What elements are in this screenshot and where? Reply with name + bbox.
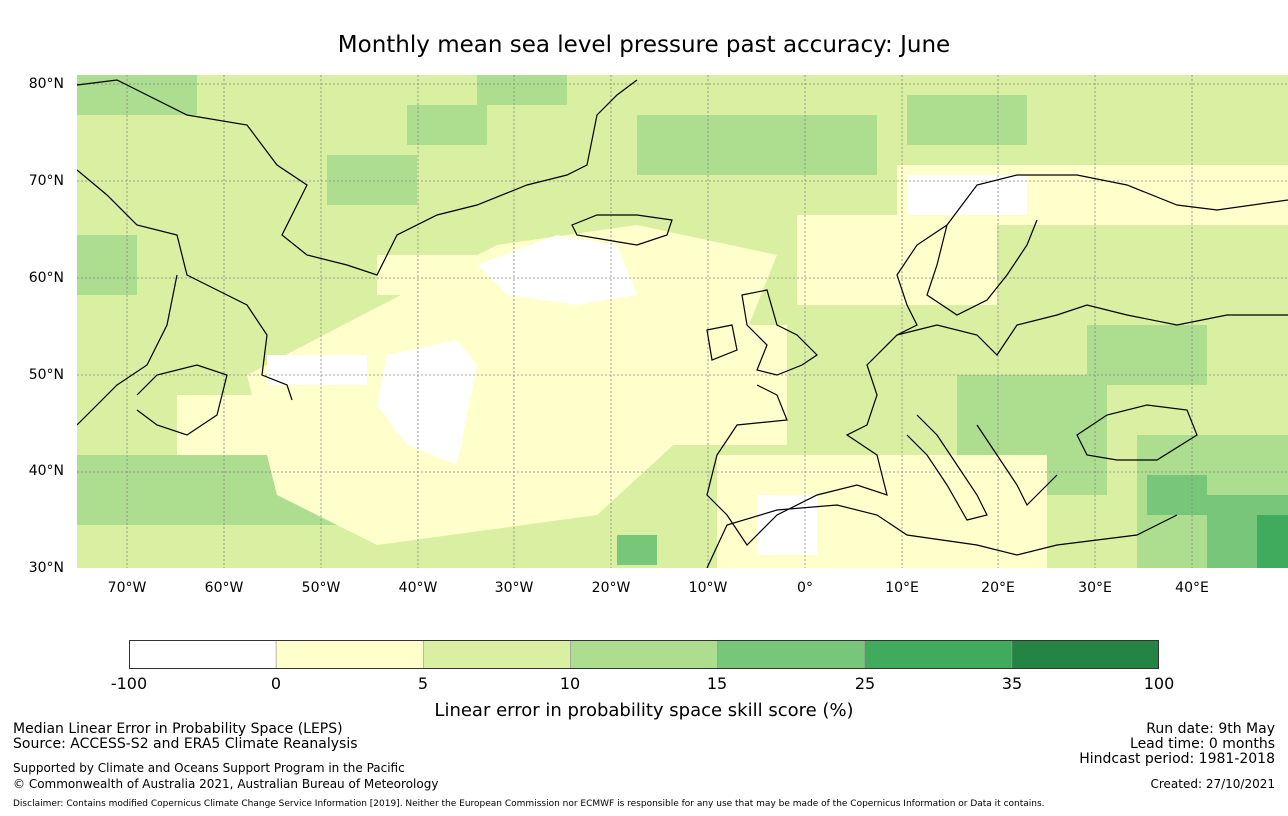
colorbar-tick-10: 10: [559, 674, 581, 693]
footer-support: Supported by Climate and Oceans Support …: [13, 761, 405, 775]
colorbar-tick-35: 35: [1001, 674, 1023, 693]
footer-hindcast-period: Hindcast period: 1981-2018: [1079, 751, 1275, 767]
footer-created: Created: 27/10/2021: [1150, 777, 1275, 791]
lon-label-0: 0°: [797, 580, 813, 596]
lon-label-30w: 30°W: [494, 580, 534, 596]
footer-method: Median Linear Error in Probability Space…: [13, 721, 343, 737]
lon-label-10w: 10°W: [688, 580, 728, 596]
footer-lead-time: Lead time: 0 months: [1130, 736, 1275, 752]
colorbar-label: Linear error in probability space skill …: [434, 700, 854, 721]
skill-score-map: [77, 75, 1288, 568]
map-title: Monthly mean sea level pressure past acc…: [337, 32, 951, 58]
footer-run-date: Run date: 9th May: [1146, 721, 1275, 737]
lat-label-70n: 70°N: [28, 173, 64, 189]
coastlines: [77, 79, 1288, 568]
lat-label-40n: 40°N: [28, 463, 64, 479]
colorbar-segment: [717, 640, 866, 669]
graticule: [77, 75, 1288, 568]
skill-25-35-regions: [1257, 515, 1288, 568]
colorbar-tick-5: 5: [417, 674, 429, 693]
lon-label-70w: 70°W: [107, 580, 147, 596]
colorbar-tick-minus100: -100: [110, 674, 148, 693]
skill-negative-regions: [267, 175, 1027, 555]
colorbar-segment: [129, 640, 277, 669]
lon-label-20w: 20°W: [591, 580, 631, 596]
footer-copyright: © Commonwealth of Australia 2021, Austra…: [13, 777, 439, 791]
lon-label-50w: 50°W: [301, 580, 341, 596]
lon-label-20e: 20°E: [981, 580, 1015, 596]
lat-label-80n: 80°N: [28, 76, 64, 92]
lon-label-30e: 30°E: [1078, 580, 1112, 596]
colorbar-tick-25: 25: [854, 674, 876, 693]
lat-label-60n: 60°N: [28, 270, 64, 286]
colorbar-tick-0: 0: [270, 674, 282, 693]
colorbar: [129, 640, 1159, 669]
lat-label-50n: 50°N: [28, 367, 64, 383]
colorbar-segment: [864, 640, 1013, 669]
colorbar-tick-100: 100: [1143, 674, 1175, 693]
colorbar-segment: [1011, 640, 1159, 669]
colorbar-segment: [275, 640, 424, 669]
footer-disclaimer: Disclaimer: Contains modified Copernicus…: [13, 799, 1045, 809]
footer-source: Source: ACCESS-S2 and ERA5 Climate Reana…: [13, 736, 358, 752]
lon-label-60w: 60°W: [204, 580, 244, 596]
colorbar-tick-15: 15: [706, 674, 728, 693]
lon-label-40e: 40°E: [1175, 580, 1209, 596]
colorbar-segment: [570, 640, 718, 669]
lat-label-30n: 30°N: [28, 560, 64, 576]
colorbar-segment: [422, 640, 571, 669]
map-canvas: [77, 75, 1288, 568]
lon-label-10e: 10°E: [885, 580, 919, 596]
lon-label-40w: 40°W: [398, 580, 438, 596]
